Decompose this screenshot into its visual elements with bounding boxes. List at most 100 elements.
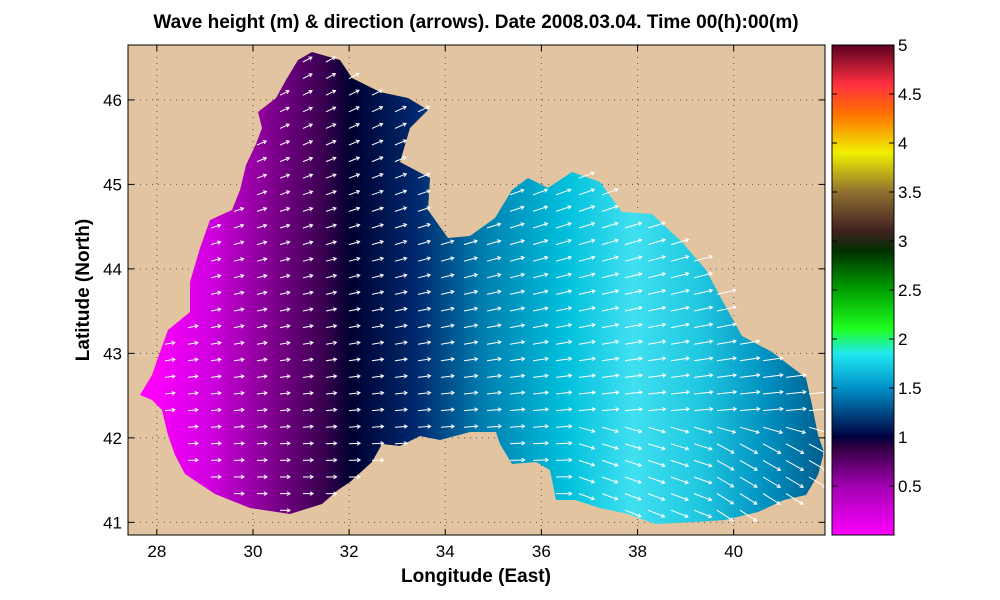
wave-arrow-364 [808, 408, 825, 412]
wave-arrow-146 [486, 272, 502, 279]
colorbar-tick-label: 3.5 [898, 183, 922, 202]
wave-arrow-200 [693, 305, 714, 312]
wave-arrow-257 [279, 357, 291, 362]
wave-arrow-299 [624, 373, 644, 378]
wave-arrow-414 [762, 443, 782, 455]
wave-arrow-470 [693, 493, 713, 502]
wave-arrow-419 [233, 457, 245, 463]
wave-arrow-359 [693, 406, 714, 412]
wave-arrow-179 [210, 307, 222, 312]
wave-arrow-295 [532, 373, 550, 379]
wave-arrow-62 [302, 206, 314, 212]
wave-arrow-136 [256, 273, 268, 279]
wave-arrow-10 [279, 106, 290, 113]
wave-arrow-198 [647, 305, 667, 312]
wave-arrow-102 [463, 239, 479, 246]
wave-arrow-319 [440, 390, 456, 396]
colorbar [831, 44, 895, 536]
wave-arrow-8 [348, 89, 360, 96]
wave-arrow-49 [325, 190, 337, 196]
wave-arrow-230 [256, 340, 268, 346]
wave-arrow-398 [302, 441, 315, 446]
wave-arrow-347 [417, 407, 432, 412]
wave-arrow-462 [302, 491, 315, 496]
wave-arrow-339 [233, 407, 245, 413]
wave-arrow-148 [532, 272, 549, 279]
wave-arrow-427 [532, 457, 550, 463]
wave-arrow-400 [348, 441, 362, 446]
x-tick-label: 28 [147, 542, 166, 561]
wave-arrow-308 [187, 390, 199, 396]
wave-arrow-272 [624, 356, 643, 362]
wave-arrow-474 [785, 493, 804, 505]
wave-arrow-1 [325, 56, 337, 63]
wave-arrow-91 [210, 240, 222, 246]
wave-arrow-251 [739, 339, 761, 345]
wave-arrow-390 [762, 426, 784, 435]
wave-arrow-135 [233, 273, 245, 279]
wave-arrow-202 [187, 324, 199, 329]
wave-arrow-131 [647, 255, 667, 262]
wave-arrow-352 [532, 407, 550, 412]
wave-arrow-51 [371, 189, 384, 196]
wave-arrow-20 [348, 122, 361, 129]
wave-arrow-384 [624, 426, 643, 434]
wave-arrow-29 [394, 139, 408, 146]
wave-arrow-21 [371, 122, 384, 129]
wave-arrow-322 [509, 390, 526, 395]
wave-arrow-188 [417, 306, 432, 312]
wave-arrow-366 [210, 424, 222, 429]
wave-arrow-213 [440, 323, 455, 329]
wave-arrow-235 [371, 340, 385, 345]
x-axis-ticks: 28 30 32 34 36 38 40 [147, 45, 743, 561]
wave-arrow-189 [440, 306, 455, 312]
wave-arrow-217 [532, 323, 549, 329]
wave-arrow-206 [279, 324, 291, 329]
wave-arrow-103 [486, 239, 502, 246]
wave-arrow-155 [693, 271, 714, 279]
wave-arrow-354 [578, 407, 597, 412]
wave-arrow-321 [486, 390, 503, 395]
wave-arrow-92 [233, 240, 245, 246]
wave-arrow-336 [164, 407, 176, 413]
wave-arrow-446 [348, 474, 362, 480]
wave-arrow-185 [348, 307, 361, 312]
wave-arrow-59 [233, 206, 245, 212]
wave-arrow-247 [647, 339, 667, 345]
wave-arrow-236 [394, 340, 408, 345]
wave-arrow-63 [325, 206, 337, 212]
wave-arrow-18 [302, 123, 314, 129]
colorbar-tick-label: 4 [898, 134, 907, 153]
wave-arrow-89 [624, 221, 643, 229]
wave-arrow-282 [233, 374, 245, 379]
wave-arrow-480 [716, 509, 734, 522]
wave-arrow-274 [670, 356, 691, 362]
wave-arrow-42 [371, 172, 384, 179]
wave-arrow-355 [601, 407, 620, 412]
wave-arrow-269 [555, 356, 573, 362]
wave-arrow-289 [394, 373, 408, 379]
wave-arrow-273 [647, 356, 667, 362]
wave-arrow-79 [348, 223, 361, 229]
wave-arrow-368 [256, 424, 268, 429]
wave-arrow-34 [348, 156, 361, 163]
wave-arrow-376 [440, 424, 456, 429]
wave-arrow-96 [325, 240, 338, 246]
wave-arrow-69 [532, 205, 549, 212]
wave-arrow-275 [693, 356, 714, 362]
wave-arrow-391 [785, 426, 807, 435]
wave-arrow-26 [325, 139, 337, 146]
wave-arrow-55 [532, 188, 549, 196]
wave-arrow-468 [647, 493, 666, 501]
wave-arrow-302 [693, 373, 714, 378]
wave-arrow-143 [417, 273, 432, 279]
wave-arrow-15 [394, 105, 407, 113]
wave-arrow-19 [325, 123, 337, 129]
wave-arrow-367 [233, 424, 245, 429]
wave-arrow-333 [762, 389, 784, 395]
wave-arrow-22 [394, 122, 407, 129]
wave-arrow-270 [578, 356, 596, 362]
wave-arrow-325 [578, 390, 597, 395]
wave-arrow-212 [417, 323, 432, 329]
wave-arrow-215 [486, 323, 502, 329]
